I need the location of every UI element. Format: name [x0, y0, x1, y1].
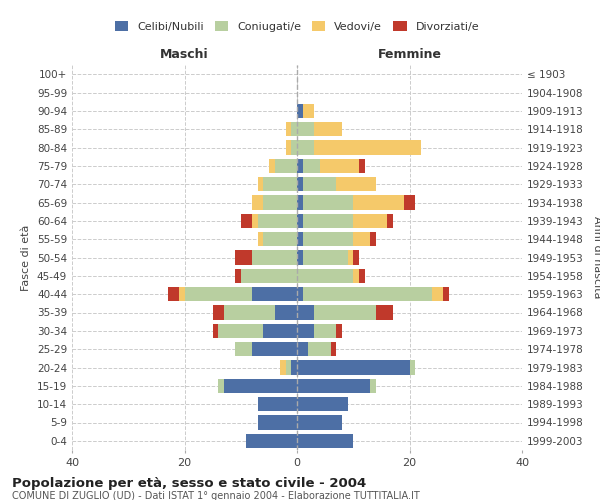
Bar: [185, 287, 252, 302]
Bar: [314, 306, 376, 320]
Bar: [443, 287, 449, 302]
Legend: Celibi/Nubili, Coniugati/e, Vedovi/e, Divorziati/e: Celibi/Nubili, Coniugati/e, Vedovi/e, Di…: [110, 16, 484, 36]
Bar: [353, 196, 404, 209]
Bar: [337, 324, 342, 338]
Bar: [314, 122, 342, 136]
Bar: [297, 434, 353, 448]
Bar: [257, 232, 263, 246]
Bar: [297, 232, 302, 246]
Bar: [241, 214, 252, 228]
Bar: [302, 232, 353, 246]
Bar: [241, 268, 297, 283]
Bar: [302, 196, 353, 209]
Bar: [252, 287, 297, 302]
Bar: [235, 342, 252, 356]
Bar: [292, 360, 297, 374]
Bar: [297, 287, 302, 302]
Bar: [218, 378, 224, 393]
Bar: [212, 324, 218, 338]
Text: Popolazione per età, sesso e stato civile - 2004: Popolazione per età, sesso e stato civil…: [12, 478, 366, 490]
Bar: [257, 397, 297, 411]
Bar: [257, 416, 297, 430]
Bar: [297, 268, 353, 283]
Bar: [297, 122, 314, 136]
Bar: [302, 158, 320, 173]
Bar: [347, 250, 353, 264]
Bar: [314, 140, 421, 154]
Bar: [263, 232, 297, 246]
Bar: [337, 177, 376, 192]
Bar: [252, 196, 263, 209]
Bar: [286, 360, 292, 374]
Bar: [297, 378, 370, 393]
Bar: [252, 250, 297, 264]
Text: Maschi: Maschi: [160, 48, 209, 62]
Y-axis label: Fasce di età: Fasce di età: [22, 224, 31, 290]
Bar: [370, 378, 376, 393]
Bar: [297, 416, 342, 430]
Bar: [387, 214, 392, 228]
Bar: [286, 122, 292, 136]
Bar: [275, 306, 297, 320]
Bar: [179, 287, 185, 302]
Bar: [224, 378, 297, 393]
Bar: [235, 250, 252, 264]
Bar: [247, 434, 297, 448]
Bar: [302, 104, 314, 118]
Bar: [263, 177, 297, 192]
Bar: [297, 214, 302, 228]
Bar: [224, 306, 275, 320]
Bar: [297, 324, 314, 338]
Bar: [235, 268, 241, 283]
Bar: [263, 196, 297, 209]
Bar: [409, 360, 415, 374]
Bar: [308, 342, 331, 356]
Bar: [257, 177, 263, 192]
Bar: [297, 360, 409, 374]
Bar: [302, 214, 353, 228]
Bar: [331, 342, 337, 356]
Bar: [218, 324, 263, 338]
Bar: [359, 158, 365, 173]
Bar: [297, 104, 302, 118]
Text: Femmine: Femmine: [377, 48, 442, 62]
Bar: [297, 342, 308, 356]
Bar: [292, 140, 297, 154]
Bar: [280, 360, 286, 374]
Bar: [302, 287, 432, 302]
Bar: [359, 268, 365, 283]
Text: COMUNE DI ZUGLIO (UD) - Dati ISTAT 1° gennaio 2004 - Elaborazione TUTTITALIA.IT: COMUNE DI ZUGLIO (UD) - Dati ISTAT 1° ge…: [12, 491, 420, 500]
Bar: [314, 324, 337, 338]
Bar: [292, 122, 297, 136]
Bar: [297, 196, 302, 209]
Bar: [269, 158, 275, 173]
Bar: [252, 214, 257, 228]
Bar: [353, 268, 359, 283]
Y-axis label: Anni di nascita: Anni di nascita: [592, 216, 600, 298]
Bar: [257, 214, 297, 228]
Bar: [320, 158, 359, 173]
Bar: [404, 196, 415, 209]
Bar: [297, 250, 302, 264]
Bar: [353, 250, 359, 264]
Bar: [297, 140, 314, 154]
Bar: [353, 214, 387, 228]
Bar: [297, 158, 302, 173]
Bar: [302, 250, 347, 264]
Bar: [263, 324, 297, 338]
Bar: [286, 140, 292, 154]
Bar: [353, 232, 370, 246]
Bar: [252, 342, 297, 356]
Bar: [297, 397, 347, 411]
Bar: [297, 306, 314, 320]
Bar: [376, 306, 392, 320]
Bar: [432, 287, 443, 302]
Bar: [297, 177, 302, 192]
Bar: [370, 232, 376, 246]
Bar: [167, 287, 179, 302]
Bar: [302, 177, 337, 192]
Bar: [275, 158, 297, 173]
Bar: [212, 306, 224, 320]
